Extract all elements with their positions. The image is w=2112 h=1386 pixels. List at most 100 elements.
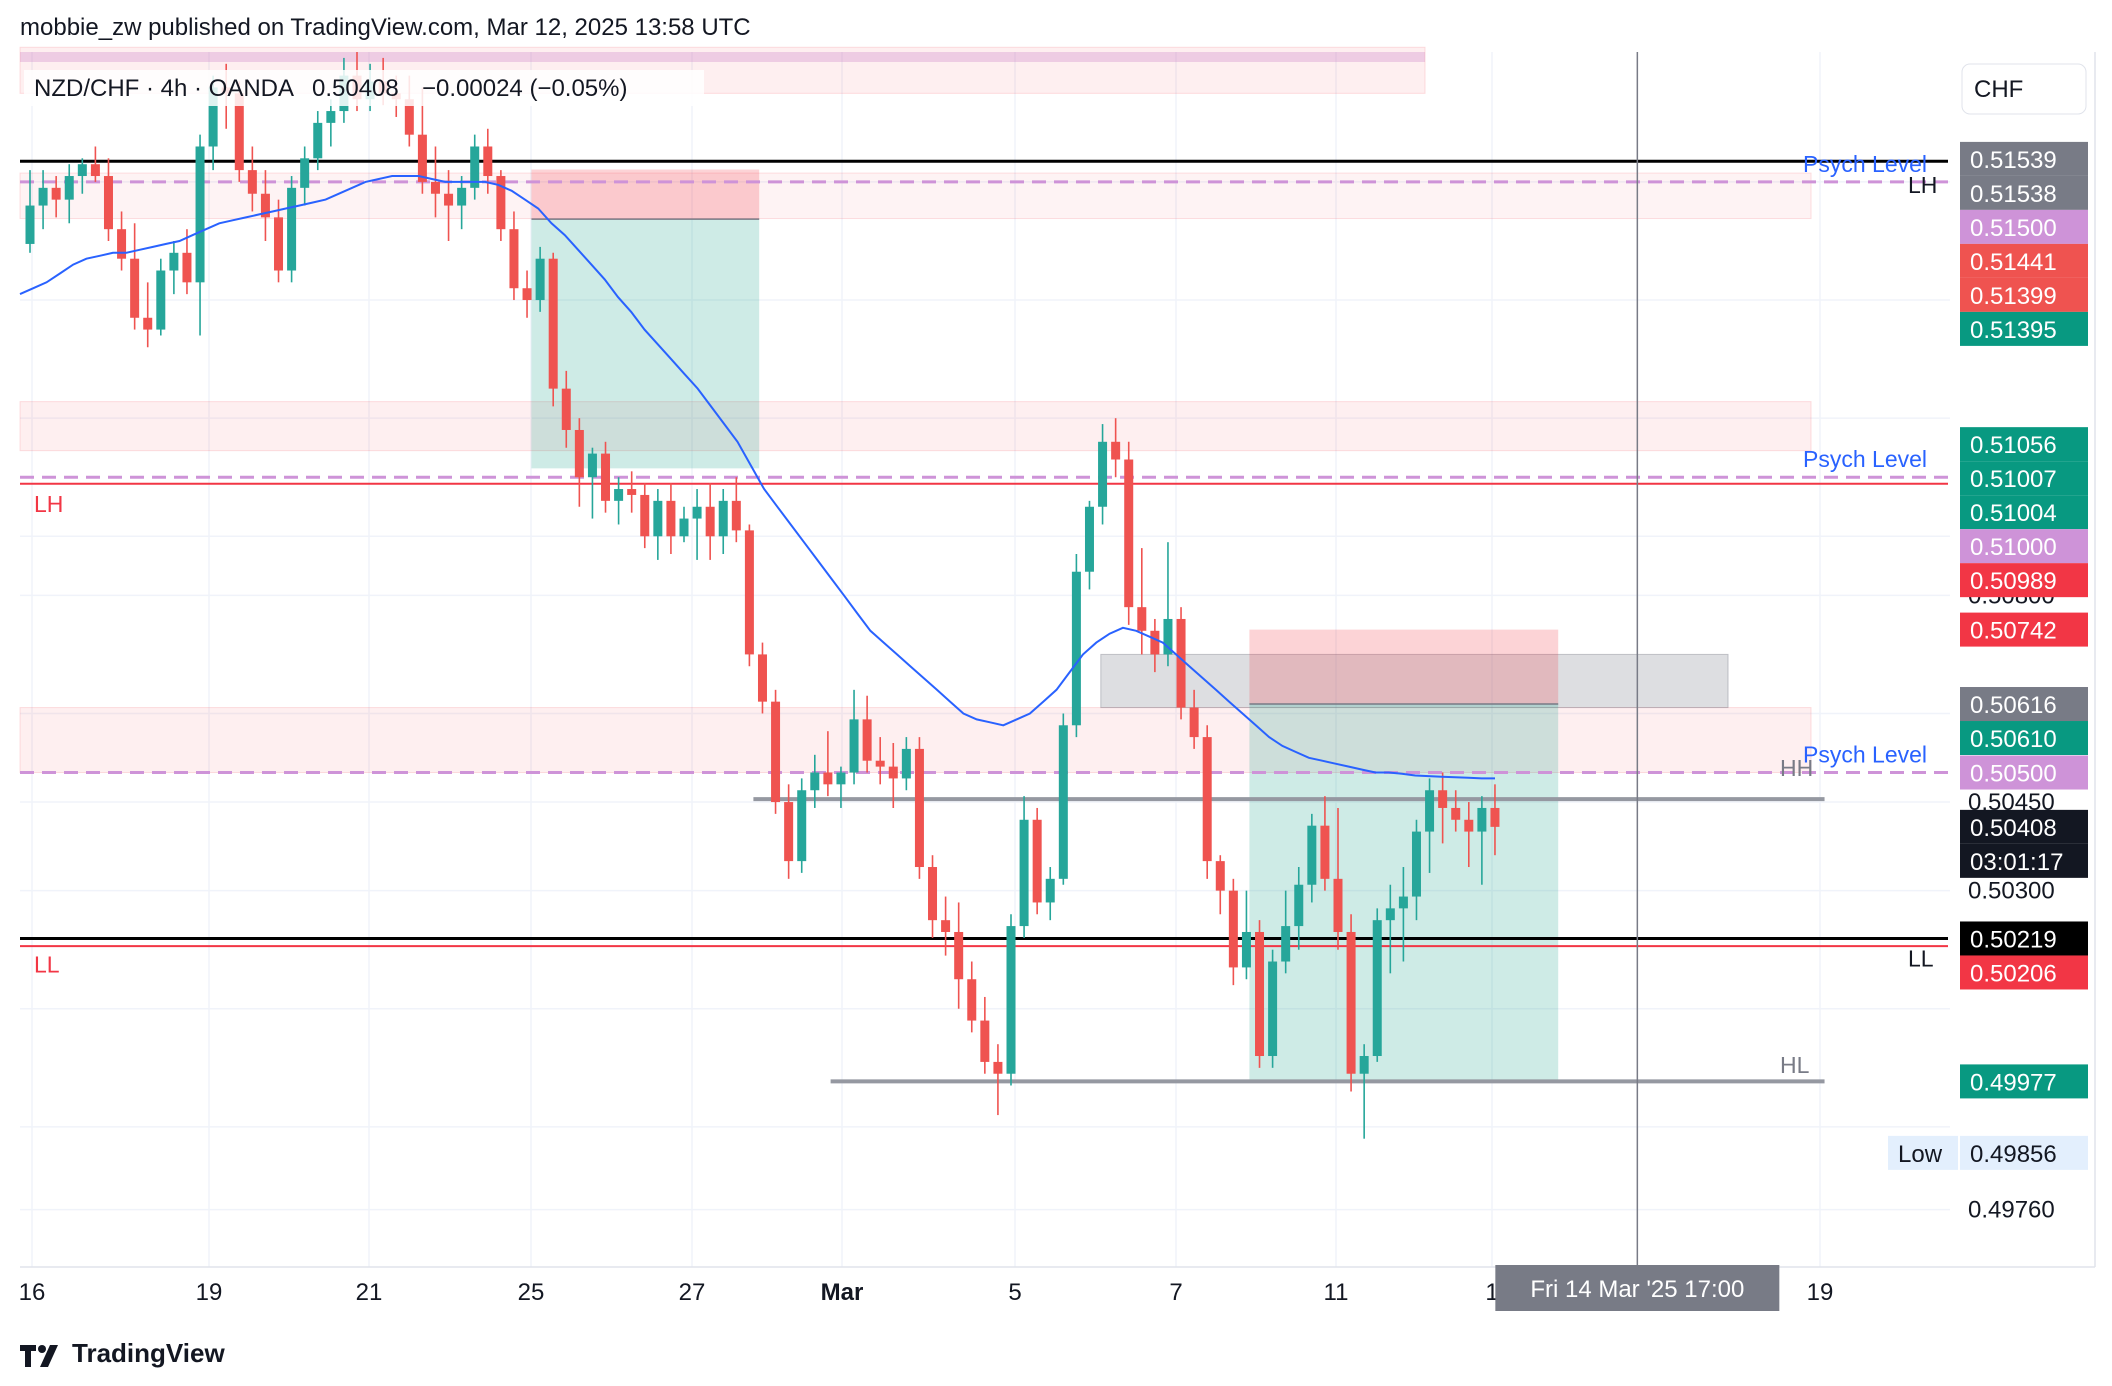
- candle-body: [587, 453, 597, 478]
- price-label-text: 0.50616: [1970, 692, 2057, 719]
- candle-body: [718, 500, 728, 537]
- price-label-text: 0.51004: [1970, 500, 2057, 527]
- x-tick-label: Mar: [821, 1279, 864, 1306]
- candle-body: [1019, 819, 1029, 927]
- price-label-text: 03:01:17: [1970, 849, 2063, 876]
- candle-body: [875, 760, 885, 767]
- moving-average-line: [19, 175, 1495, 780]
- x-tick-label: 1: [1485, 1279, 1498, 1306]
- candle-body: [1425, 790, 1435, 832]
- footer-brand[interactable]: TradingView: [20, 1338, 225, 1369]
- price-label-box: [1960, 495, 2088, 530]
- price-label-text: 0.51441: [1970, 249, 2057, 276]
- symbol-legend[interactable]: NZD/CHF · 4h · OANDA 0.50408 −0.00024 (−…: [24, 70, 704, 106]
- candle-body: [849, 719, 859, 773]
- candle-body: [901, 748, 911, 779]
- candle-body: [993, 1061, 1003, 1074]
- crosshair-time-label: Fri 14 Mar '25 17:00: [1530, 1276, 1744, 1303]
- candle-body: [1307, 825, 1317, 885]
- candle-body: [496, 176, 506, 230]
- candle-body: [1228, 890, 1238, 968]
- candle-body: [771, 701, 781, 803]
- price-label-box: [1960, 461, 2088, 496]
- candle-body: [1071, 571, 1081, 726]
- candle-body: [1320, 825, 1330, 879]
- position-stop-zone[interactable]: [1249, 629, 1559, 705]
- candle-body: [1163, 618, 1173, 655]
- candle-body: [1176, 618, 1186, 708]
- candle-body: [535, 258, 545, 301]
- structure-label: HL: [1780, 1052, 1810, 1078]
- candle-body: [156, 270, 166, 330]
- candle-body: [1084, 506, 1094, 572]
- x-tick-label: 7: [1169, 1279, 1182, 1306]
- price-label-text: 0.51056: [1970, 432, 2057, 459]
- price-label-text: 0.51500: [1970, 215, 2057, 242]
- candle-body: [1451, 807, 1461, 820]
- candle-body: [103, 176, 113, 230]
- candle-body: [1150, 630, 1160, 655]
- candle-body: [326, 111, 336, 123]
- price-label-box: [1960, 755, 2088, 790]
- candle-body: [1241, 931, 1251, 968]
- x-tick-label: 19: [196, 1279, 223, 1306]
- zones: [19, 46, 1812, 774]
- candle-body: [77, 164, 87, 177]
- candle-body: [404, 99, 414, 135]
- candle-body: [64, 176, 74, 200]
- candles: [25, 52, 1500, 1139]
- candle-body: [836, 772, 846, 785]
- price-label-box: [1960, 809, 2088, 844]
- candle-body: [980, 1020, 990, 1062]
- candle-body: [483, 146, 493, 177]
- candle-body: [247, 170, 257, 194]
- price-label-text: 0.50742: [1970, 618, 2057, 645]
- candle-body: [143, 317, 153, 330]
- price-label-text: 0.51399: [1970, 283, 2057, 310]
- candle-body: [574, 429, 584, 478]
- x-tick-label: 21: [356, 1279, 383, 1306]
- price-label-box: [1960, 955, 2088, 990]
- price-label-text: 0.50206: [1970, 960, 2057, 987]
- candle-body: [182, 252, 192, 283]
- candle-body: [470, 146, 480, 188]
- candle-body: [430, 181, 440, 194]
- candle-body: [509, 229, 519, 289]
- candle-body: [234, 93, 244, 171]
- candle-body: [208, 87, 218, 147]
- price-label-box: [1960, 843, 2088, 878]
- price-label-text: 0.50989: [1970, 568, 2057, 595]
- candle-body: [1032, 819, 1042, 903]
- price-label-text: 0.51539: [1970, 147, 2057, 174]
- candle-body: [1490, 807, 1500, 827]
- candle-body: [914, 748, 924, 868]
- candle-body: [130, 258, 140, 318]
- candle-body: [1411, 831, 1421, 897]
- price-label-text: 0.51538: [1970, 181, 2057, 208]
- price-label-box: [1960, 141, 2088, 176]
- candle-body: [260, 193, 270, 218]
- x-tick-label: 11: [1324, 1279, 1349, 1306]
- symbol-title: NZD/CHF · 4h · OANDA: [34, 75, 294, 102]
- price-label-text: 0.51000: [1970, 534, 2057, 561]
- grid: [20, 52, 2096, 1268]
- x-tick-label: 16: [19, 1279, 46, 1306]
- candle-body: [666, 500, 676, 537]
- candle-body: [51, 187, 61, 200]
- candle-body: [967, 979, 977, 1021]
- candle-body: [823, 772, 833, 785]
- horizontal-lines[interactable]: [20, 159, 1948, 1084]
- structure-label: HH: [1780, 755, 1813, 781]
- x-tick-label: 27: [679, 1279, 706, 1306]
- candle-body: [90, 164, 100, 177]
- price-label-box: [1960, 175, 2088, 210]
- tradingview-logo-icon: [20, 1343, 64, 1367]
- currency-button[interactable]: CHF: [1961, 63, 2087, 115]
- price-label-box: [1960, 277, 2088, 312]
- candle-body: [417, 134, 427, 182]
- candle-body: [274, 217, 284, 271]
- position-stop-zone[interactable]: [531, 169, 760, 220]
